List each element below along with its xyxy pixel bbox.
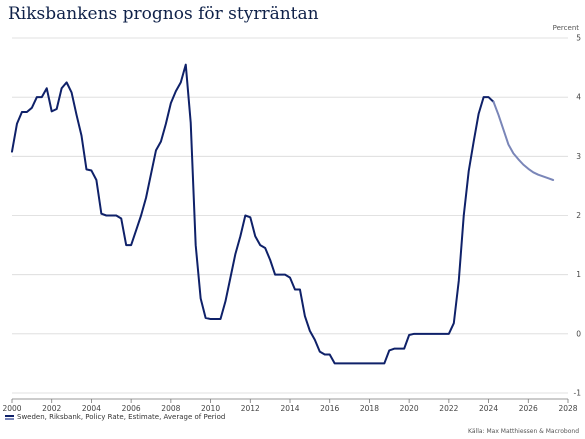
x-tick-label: 2020 xyxy=(400,404,419,413)
x-tick-label: 2014 xyxy=(280,404,299,413)
legend-label: Sweden, Riksbank, Policy Rate, Estimate,… xyxy=(17,413,226,421)
x-tick-label: 2022 xyxy=(439,404,458,413)
y-tick-label: 0 xyxy=(576,329,581,338)
x-tick-label: 2012 xyxy=(241,404,260,413)
y-axis-unit-label: Percent xyxy=(552,24,579,32)
series-lines xyxy=(11,63,555,365)
x-tick-labels: 2000 2002 2004 2006 2008 2010 2012 2014 2016 2018… xyxy=(2,404,577,413)
x-tick-label: 2028 xyxy=(558,404,577,413)
y-tick-label: -1 xyxy=(574,389,582,398)
x-tick-label: 2018 xyxy=(360,404,379,413)
x-tick-label: 2004 xyxy=(82,404,101,413)
y-tick-label: 3 xyxy=(576,152,581,161)
source-note: Källa: Max Matthiessen & Macrobond xyxy=(468,428,579,435)
x-tick-label: 2016 xyxy=(320,404,339,413)
y-tick-labels: -1 0 1 2 3 4 5 xyxy=(574,34,582,398)
x-tick-label: 2000 xyxy=(2,404,21,413)
y-tick-label: 4 xyxy=(576,93,581,102)
x-tick-label: 2002 xyxy=(42,404,61,413)
gridlines xyxy=(11,37,569,403)
legend-swatch xyxy=(5,414,14,420)
x-tick-label: 2006 xyxy=(122,404,141,413)
y-tick-label: 5 xyxy=(576,34,581,43)
x-tick-label: 2008 xyxy=(161,404,180,413)
legend: Sweden, Riksbank, Policy Rate, Estimate,… xyxy=(5,413,225,421)
series-line-1 xyxy=(492,100,555,181)
x-tick-label: 2024 xyxy=(479,404,498,413)
y-tick-label: 2 xyxy=(576,211,581,220)
x-tick-label: 2010 xyxy=(201,404,220,413)
chart-title: Riksbankens prognos för styrräntan xyxy=(8,4,319,24)
x-tick-label: 2026 xyxy=(519,404,538,413)
y-tick-label: 1 xyxy=(576,270,581,279)
series-line-0 xyxy=(11,63,495,365)
